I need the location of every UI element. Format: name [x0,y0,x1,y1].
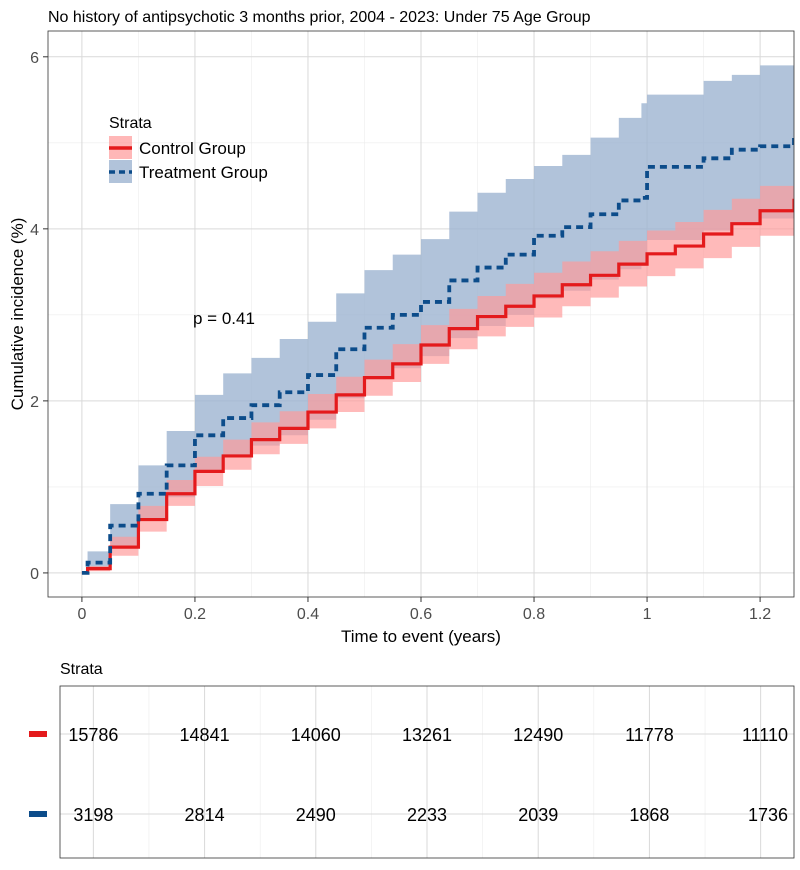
risk-count: 11778 [625,725,674,745]
legend-title: Strata [109,115,152,132]
y-axis-title: Cumulative incidence (%) [8,218,27,411]
risk-table-border [59,685,795,859]
x-tick-label: 0.2 [184,606,206,623]
risk-count: 3198 [73,805,113,825]
chart-title: No history of antipsychotic 3 months pri… [48,9,591,26]
data-area [81,61,794,575]
x-tick-label: 1 [643,606,652,623]
x-axis-title: Time to event (years) [341,627,501,646]
risk-table-title: Strata [60,661,103,678]
risk-count: 14060 [291,725,341,745]
y-tick-label: 6 [30,50,39,67]
treatment-row-marker [29,811,47,817]
legend: Strata Control Group Treatment Group [109,115,268,183]
risk-count: 13261 [402,725,452,745]
risk-count: 12490 [513,725,563,745]
x-tick-label: 0.6 [410,606,432,623]
x-tick-label: 1.2 [749,606,771,623]
risk-count: 2490 [296,805,336,825]
treatment-legend-label: Treatment Group [139,163,268,182]
control-incidence-line [81,198,794,575]
risk-count: 14841 [180,725,230,745]
risk-count: 2814 [185,805,225,825]
x-tick-label: 0.4 [297,606,319,623]
control-confidence-band [81,172,794,573]
risk-count: 2233 [407,805,447,825]
risk-table: Strata 15786 14841 14060 13261 12490 11778 1111… [29,661,795,859]
y-tick-label: 4 [30,222,39,239]
risk-count: 2039 [518,805,558,825]
control-legend-label: Control Group [139,139,246,158]
risk-count: 1868 [629,805,669,825]
treatment-incidence-line [81,135,794,575]
y-tick-label: 0 [30,566,39,583]
incidence-plot: No history of antipsychotic 3 months pri… [8,9,795,646]
control-row-marker [29,731,47,737]
x-tick-label: 0.8 [523,606,545,623]
y-tick-label: 2 [30,394,39,411]
risk-table-gridlines [60,686,794,858]
x-tick-label: 0 [77,606,86,623]
p-value-label: p = 0.41 [193,309,255,328]
risk-count: 15786 [68,725,118,745]
risk-count: 11110 [742,725,788,745]
risk-count: 1736 [748,805,788,825]
